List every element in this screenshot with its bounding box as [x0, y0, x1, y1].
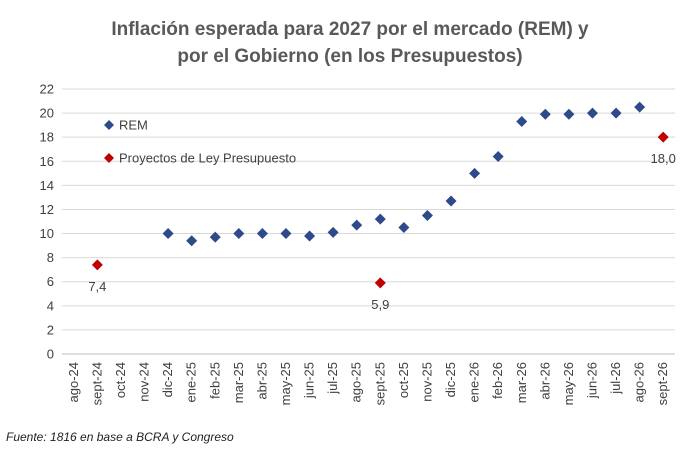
- rem-point: [421, 209, 433, 221]
- x-tick-label: abr-26: [537, 362, 552, 400]
- rem-point: [610, 107, 622, 119]
- x-tick-label: sept-25: [372, 362, 387, 405]
- y-tick-label: 22: [40, 82, 54, 97]
- y-tick-label: 6: [47, 274, 54, 289]
- rem-point: [492, 150, 504, 162]
- legend-marker-budget: [104, 153, 114, 163]
- rem-point: [586, 107, 598, 119]
- data-points: 7,4 5,9 18,0: [88, 101, 676, 312]
- rem-point: [374, 213, 386, 225]
- rem-point: [186, 235, 198, 247]
- x-tick-label: ene-25: [184, 362, 199, 402]
- legend-label-budget: Proyectos de Ley Presupuesto: [119, 151, 296, 166]
- legend: REM Proyectos de Ley Presupuesto: [104, 118, 296, 166]
- rem-point: [209, 231, 221, 243]
- x-tick-label: jul-25: [325, 362, 340, 395]
- x-tick-label: feb-26: [490, 362, 505, 399]
- x-tick-label: jun-25: [302, 362, 317, 399]
- x-tick-label: jun-26: [584, 362, 599, 399]
- rem-point: [256, 228, 268, 240]
- data-label: 7,4: [88, 279, 106, 294]
- rem-point: [563, 108, 575, 120]
- rem-point: [162, 228, 174, 240]
- rem-point: [398, 222, 410, 234]
- x-tick-label: oct-25: [396, 362, 411, 398]
- x-tick-label: mar-25: [231, 362, 246, 403]
- y-axis: 0 2 4 6 8 10 12 14 16 18 20 22: [40, 82, 54, 362]
- legend-marker-rem: [104, 120, 114, 130]
- x-tick-label: jul-26: [608, 362, 623, 395]
- x-tick-label: nov-25: [419, 362, 434, 402]
- chart-title: Inflación esperada para 2027 por el merc…: [0, 16, 700, 70]
- legend-label-rem: REM: [119, 118, 148, 133]
- rem-point: [304, 230, 316, 242]
- rem-point: [351, 219, 363, 231]
- y-tick-label: 20: [40, 106, 54, 121]
- rem-point: [233, 228, 245, 240]
- rem-point: [516, 116, 528, 128]
- x-tick-label: feb-25: [207, 362, 222, 399]
- grid-lines: [62, 88, 675, 355]
- rem-point: [445, 195, 457, 207]
- budget-point: [657, 131, 669, 143]
- chart-title-line-1: Inflación esperada para 2027 por el merc…: [111, 19, 589, 40]
- source-note: Fuente: 1816 en base a BCRA y Congreso: [6, 430, 234, 444]
- x-tick-label: sept-26: [655, 362, 670, 405]
- rem-point: [469, 167, 481, 179]
- x-axis: ago-24 sept-24 oct-24 nov-24 dic-24 ene-25 feb…: [66, 362, 670, 405]
- x-tick-label: ago-24: [66, 362, 81, 402]
- x-tick-label: abr-25: [254, 362, 269, 400]
- x-tick-label: oct-24: [113, 362, 128, 398]
- y-tick-label: 16: [40, 154, 54, 169]
- budget-point: [91, 259, 103, 271]
- x-tick-label: mar-26: [514, 362, 529, 403]
- x-tick-label: ago-26: [632, 362, 647, 402]
- x-tick-label: ene-26: [467, 362, 482, 402]
- data-label: 18,0: [651, 151, 676, 166]
- x-tick-label: may-26: [561, 362, 576, 405]
- y-tick-label: 18: [40, 130, 54, 145]
- x-tick-label: dic-25: [443, 362, 458, 397]
- budget-point: [374, 277, 386, 289]
- y-tick-label: 14: [40, 178, 54, 193]
- data-label: 5,9: [371, 297, 389, 312]
- x-tick-label: may-25: [278, 362, 293, 405]
- x-tick-label: nov-24: [137, 362, 152, 402]
- y-tick-label: 0: [47, 347, 54, 362]
- x-tick-label: dic-24: [160, 362, 175, 397]
- x-tick-label: ago-25: [349, 362, 364, 402]
- y-tick-label: 10: [40, 226, 54, 241]
- rem-point: [327, 226, 339, 238]
- y-tick-label: 2: [47, 322, 54, 337]
- y-tick-label: 8: [47, 250, 54, 265]
- y-tick-label: 4: [47, 298, 54, 313]
- y-tick-label: 12: [40, 202, 54, 217]
- x-tick-label: sept-24: [89, 362, 104, 405]
- rem-point: [634, 101, 646, 113]
- rem-point: [539, 108, 551, 120]
- chart-title-line-2: por el Gobierno (en los Presupuestos): [177, 46, 523, 67]
- rem-point: [280, 228, 292, 240]
